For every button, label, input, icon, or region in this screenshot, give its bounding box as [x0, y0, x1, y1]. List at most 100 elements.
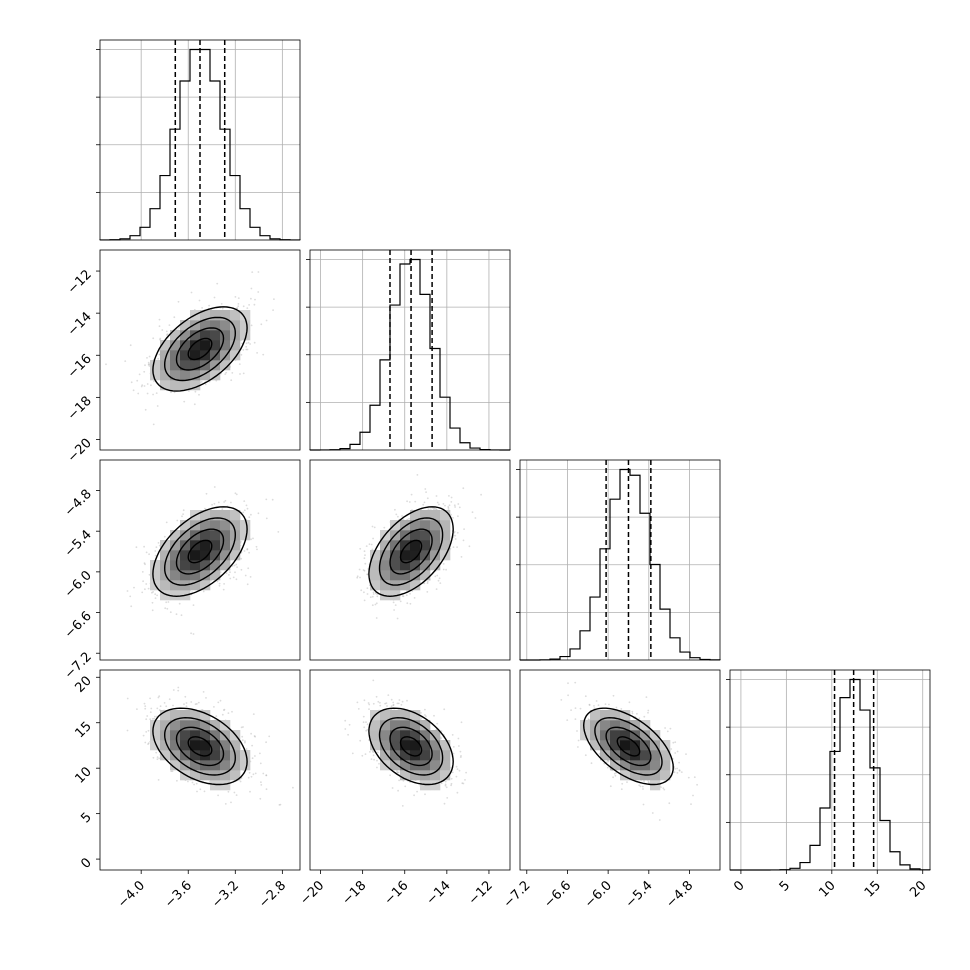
scatter-point [148, 553, 151, 556]
density-cell [230, 350, 241, 361]
scatter-point [458, 745, 460, 747]
scatter-point [249, 343, 252, 345]
scatter-point [165, 330, 168, 333]
scatter-point [193, 783, 196, 786]
scatter-point [442, 503, 445, 505]
scatter-point [195, 782, 198, 785]
scatter-point [144, 705, 147, 707]
scatter-point [405, 594, 408, 597]
scatter-point [143, 545, 146, 548]
scatter-point [248, 551, 251, 554]
density-cell [190, 370, 201, 381]
histogram-panel-2 [516, 459, 721, 661]
scatter-point [240, 353, 243, 356]
scatter-point [233, 564, 236, 567]
scatter-point [157, 357, 160, 360]
scatter-point [450, 496, 453, 499]
scatter-point [147, 361, 150, 364]
scatter-point [219, 571, 222, 573]
scatter-point [409, 592, 411, 595]
scatter-point [230, 801, 232, 804]
scatter-panel-3-1 [309, 669, 511, 874]
scatter-point [450, 777, 453, 780]
scatter-point [364, 554, 366, 556]
scatter-point [145, 731, 148, 733]
scatter-point [216, 282, 219, 285]
scatter-point [197, 701, 200, 704]
density-cell [230, 310, 241, 321]
scatter-point [237, 303, 240, 305]
density-cell [220, 330, 231, 341]
xtick-label-0-0: −4.0 [115, 878, 148, 911]
scatter-point [136, 379, 139, 382]
scatter-point [158, 325, 161, 328]
scatter-point [416, 790, 418, 793]
scatter-point [231, 372, 234, 374]
xtick-label-1-3: −14 [424, 878, 454, 908]
scatter-point [198, 299, 201, 302]
scatter-point [404, 785, 407, 788]
density-cell [190, 730, 201, 741]
scatter-point [218, 582, 221, 585]
scatter-point [457, 737, 460, 740]
scatter-point [144, 707, 147, 710]
scatter-point [176, 519, 179, 522]
scatter-point [361, 754, 364, 757]
density-cell [240, 320, 251, 331]
scatter-point [143, 370, 146, 373]
scatter-point [460, 755, 462, 757]
xtick-label-0-3: −2.8 [256, 878, 289, 911]
scatter-point [166, 334, 168, 336]
scatter-point [384, 702, 386, 705]
scatter-point [185, 705, 188, 708]
scatter-point [386, 705, 388, 707]
scatter-point [150, 707, 153, 710]
scatter-point [225, 371, 228, 374]
scatter-point [409, 602, 412, 605]
scatter-point [182, 513, 185, 515]
density-cell [230, 520, 241, 531]
density-cell [150, 570, 161, 581]
scatter-point [452, 517, 454, 519]
scatter-point [268, 735, 271, 738]
scatter-point [241, 735, 244, 738]
scatter-point [222, 588, 225, 591]
scatter-point [397, 702, 400, 705]
scatter-point [193, 403, 196, 406]
scatter-point [377, 700, 380, 703]
scatter-point [458, 506, 461, 509]
scatter-point [265, 319, 268, 322]
scatter-point [148, 365, 151, 367]
scatter-point [141, 591, 144, 594]
scatter-point [250, 538, 253, 541]
density-cell [210, 560, 221, 571]
scatter-point [344, 728, 347, 730]
scatter-point [145, 718, 148, 721]
scatter-point [408, 517, 410, 520]
density-cell [180, 330, 191, 341]
scatter-point [463, 528, 465, 530]
ytick-label-3-1: 5 [78, 810, 94, 826]
scatter-point [143, 702, 146, 705]
scatter-point [130, 605, 133, 608]
scatter-point [392, 601, 395, 604]
scatter-point [450, 782, 453, 785]
density-cell [220, 760, 231, 771]
scatter-point [277, 531, 280, 533]
scatter-point [225, 572, 228, 574]
scatter-point [158, 757, 161, 760]
scatter-point [456, 546, 458, 548]
scatter-point [248, 771, 251, 774]
scatter-point [145, 551, 148, 554]
density-cell [200, 740, 211, 751]
density-cell [400, 540, 411, 551]
scatter-point [218, 584, 221, 587]
density-cell [390, 570, 401, 581]
scatter-point [458, 769, 461, 772]
scatter-point [643, 780, 645, 782]
scatter-point [348, 723, 351, 726]
scatter-point [420, 717, 423, 720]
scatter-point [443, 708, 446, 711]
scatter-point [130, 381, 133, 384]
scatter-point [241, 739, 244, 742]
